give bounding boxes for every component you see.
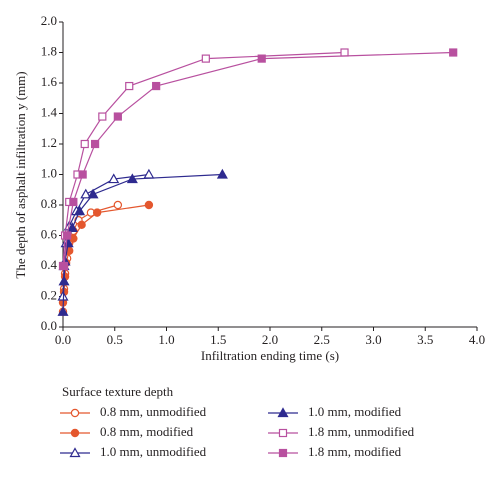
y-tick-label: 1.2 xyxy=(41,135,57,150)
y-tick-label: 1.6 xyxy=(41,74,58,89)
x-tick-label: 0.5 xyxy=(107,332,123,347)
data-point xyxy=(108,173,120,184)
data-point xyxy=(87,188,99,199)
legend-marker xyxy=(277,407,289,418)
data-point xyxy=(90,139,100,149)
data-point xyxy=(449,48,458,57)
data-point xyxy=(80,139,89,149)
y-tick-label: 1.4 xyxy=(41,104,58,119)
legend-title: Surface texture depth xyxy=(62,384,174,399)
legend-marker xyxy=(70,408,80,418)
y-axis-label: The depth of asphalt infiltration y (mm) xyxy=(13,71,28,278)
legend-label: 1.8 mm, modified xyxy=(308,444,402,459)
series-line xyxy=(63,51,454,267)
x-tick-label: 2.5 xyxy=(314,332,330,347)
y-tick-label: 1.0 xyxy=(41,165,57,180)
x-tick-label: 4.0 xyxy=(469,332,485,347)
data-point xyxy=(59,261,69,271)
data-point xyxy=(113,200,123,210)
data-point xyxy=(126,173,138,184)
y-tick-label: 0.0 xyxy=(41,318,57,333)
data-point xyxy=(63,231,72,240)
legend-marker xyxy=(278,428,288,438)
data-point xyxy=(80,188,92,199)
data-point xyxy=(216,168,228,179)
y-tick-label: 1.8 xyxy=(41,43,57,58)
data-point xyxy=(78,170,87,179)
data-point xyxy=(74,205,86,216)
data-point xyxy=(98,112,107,121)
legend-label: 0.8 mm, unmodified xyxy=(100,404,207,419)
data-point xyxy=(144,200,154,210)
legend-label: 1.0 mm, modified xyxy=(308,404,402,419)
y-tick-label: 0.6 xyxy=(41,226,58,241)
x-tick-label: 0.0 xyxy=(55,332,71,347)
data-point xyxy=(125,81,134,91)
x-tick-label: 3.5 xyxy=(417,332,433,347)
data-point xyxy=(113,112,122,121)
x-tick-label: 1.0 xyxy=(158,332,174,347)
legend-label: 0.8 mm, modified xyxy=(100,424,194,439)
x-tick-label: 1.5 xyxy=(210,332,226,347)
y-tick-label: 2.0 xyxy=(41,13,57,28)
legend-label: 1.8 mm, unmodified xyxy=(308,424,415,439)
legend-label: 1.0 mm, unmodified xyxy=(100,444,207,459)
data-point xyxy=(69,197,78,207)
x-tick-label: 2.0 xyxy=(262,332,278,347)
data-point xyxy=(257,54,266,63)
series-line xyxy=(62,51,345,267)
x-axis-label: Infiltration ending time (s) xyxy=(201,348,339,363)
data-point xyxy=(58,275,70,286)
y-tick-label: 0.8 xyxy=(41,196,57,211)
data-point xyxy=(340,48,349,57)
data-point xyxy=(57,306,69,316)
legend-marker xyxy=(69,447,81,458)
x-tick-label: 3.0 xyxy=(365,332,381,347)
data-point xyxy=(143,168,155,179)
y-tick-label: 0.2 xyxy=(41,287,57,302)
data-point xyxy=(152,81,161,91)
data-point xyxy=(92,208,102,217)
y-tick-label: 0.4 xyxy=(41,257,58,272)
data-point xyxy=(66,222,78,232)
legend-marker xyxy=(278,448,288,458)
data-point xyxy=(77,220,86,230)
legend-marker xyxy=(70,428,80,438)
data-point xyxy=(201,54,210,63)
